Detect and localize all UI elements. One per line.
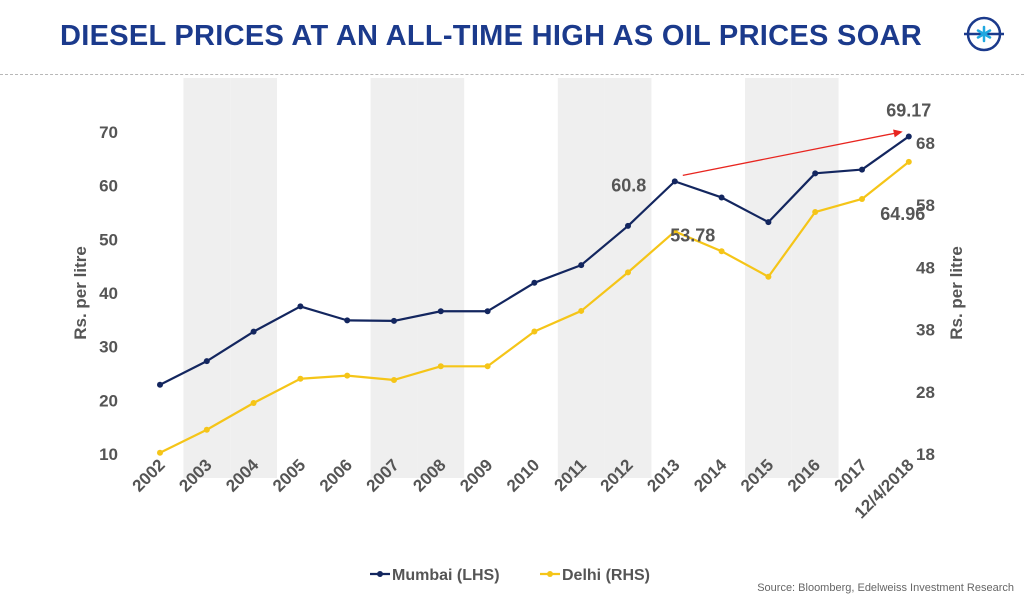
background-band: [791, 78, 839, 478]
data-point-mumbai: [905, 133, 912, 140]
left-axis-tick-label: 10: [99, 445, 118, 464]
data-point-mumbai: [391, 317, 397, 324]
x-axis-tick-label: 2014: [690, 455, 731, 496]
legend-mumbai-label: Mumbai (LHS): [392, 567, 500, 584]
brand-logo-icon: [964, 16, 1004, 52]
right-axis-tick-label: 38: [916, 321, 935, 340]
trend-arrow-line: [682, 131, 899, 177]
data-point-delhi: [625, 269, 631, 276]
data-point-delhi: [718, 248, 725, 255]
left-axis-title: Rs. per litre: [71, 246, 90, 340]
x-axis-tick-label: 2010: [503, 455, 543, 495]
x-axis-tick-label: 2006: [316, 455, 356, 495]
data-point-delhi: [905, 158, 912, 165]
data-point-delhi: [203, 426, 210, 433]
background-band: [604, 78, 652, 478]
data-point-delhi: [157, 449, 163, 456]
right-axis-tick-label: 18: [916, 445, 935, 464]
source-note: Source: Bloomberg, Edelweiss Investment …: [757, 582, 1014, 594]
background-band: [557, 78, 605, 478]
background-band: [183, 78, 231, 478]
data-point-delhi: [484, 363, 491, 370]
data-label: 69.17: [886, 100, 931, 120]
data-point-mumbai: [250, 328, 257, 335]
left-axis-tick-label: 40: [99, 284, 118, 303]
x-axis-tick-label: 2002: [129, 455, 169, 495]
legend-delhi-label: Delhi (RHS): [562, 567, 650, 584]
data-point-mumbai: [718, 194, 725, 201]
legend-delhi-marker: [547, 571, 553, 577]
right-axis-tick-label: 58: [916, 196, 935, 215]
right-axis-tick-label: 68: [916, 134, 935, 153]
data-point-mumbai: [344, 317, 351, 324]
data-point-mumbai: [157, 381, 163, 388]
background-band: [370, 78, 418, 478]
data-point-delhi: [578, 307, 585, 314]
data-point-delhi: [250, 399, 257, 406]
data-point-mumbai: [765, 219, 772, 226]
data-label: 60.8: [611, 175, 646, 195]
left-axis-tick-label: 30: [99, 338, 118, 357]
chart-title: DIESEL PRICES AT AN ALL-TIME HIGH AS OIL…: [60, 20, 923, 52]
left-axis-tick-label: 20: [99, 391, 118, 410]
data-point-delhi: [437, 363, 444, 370]
data-point-delhi: [765, 273, 772, 280]
data-point-mumbai: [671, 178, 678, 185]
data-point-mumbai: [812, 170, 819, 177]
data-point-mumbai: [297, 303, 304, 310]
background-band: [230, 78, 277, 478]
data-label: 64.96: [880, 204, 925, 224]
data-point-mumbai: [203, 358, 210, 365]
data-point-delhi: [391, 376, 397, 383]
left-axis-tick-label: 60: [99, 177, 118, 196]
data-point-delhi: [671, 228, 678, 235]
data-point-mumbai: [484, 308, 491, 315]
data-point-mumbai: [531, 279, 538, 286]
data-label: 53.78: [670, 225, 715, 245]
right-axis-tick-label: 48: [916, 258, 935, 277]
data-point-delhi: [812, 209, 819, 216]
title-divider: [0, 74, 1024, 75]
data-point-delhi: [297, 375, 304, 382]
data-point-mumbai: [437, 308, 444, 315]
data-point-delhi: [344, 372, 351, 379]
background-band: [417, 78, 465, 478]
data-point-mumbai: [578, 262, 585, 269]
data-point-delhi: [859, 195, 865, 202]
right-axis-title: Rs. per litre: [947, 246, 966, 340]
data-point-mumbai: [625, 222, 631, 229]
right-axis-tick-label: 28: [916, 383, 935, 402]
trend-arrow-head: [893, 129, 903, 138]
left-axis-tick-label: 50: [99, 230, 118, 249]
left-axis-tick-label: 70: [99, 123, 118, 142]
data-point-mumbai: [859, 166, 865, 173]
legend-mumbai-marker: [377, 571, 383, 577]
data-point-delhi: [531, 328, 538, 335]
